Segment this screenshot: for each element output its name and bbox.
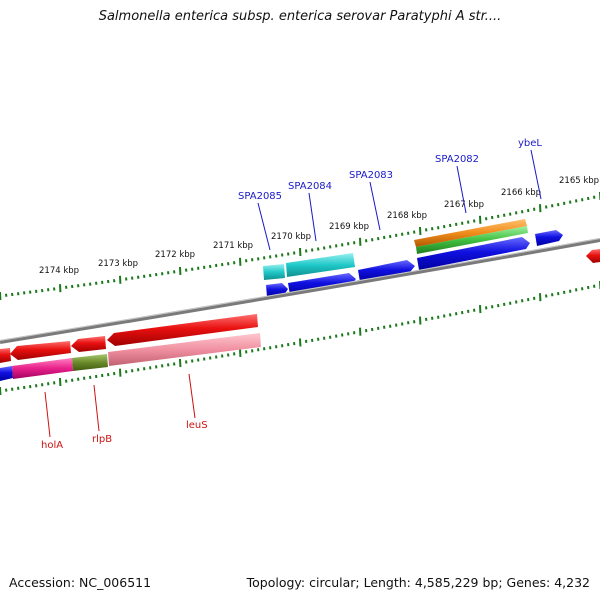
forward-gene-labels: SPA2085 SPA2084 SPA2083 SPA2082 ybeL	[238, 138, 542, 202]
reverse-leader-lines	[44, 373, 196, 438]
reverse-cds-track	[0, 249, 600, 363]
gene-label-hola[interactable]: holA	[41, 440, 63, 451]
feature-orange[interactable]	[414, 219, 527, 247]
cds-reverse-left[interactable]	[0, 348, 11, 363]
ruler-label-2168: 2168 kbp	[387, 211, 427, 221]
gene-label-spa2083[interactable]: SPA2083	[349, 170, 393, 181]
gene-label-ybel[interactable]: ybeL	[518, 138, 542, 149]
feature-track-lower	[12, 333, 261, 379]
ruler-label-2174: 2174 kbp	[39, 266, 79, 276]
feature-cyan-1[interactable]	[263, 264, 285, 280]
map-title: Salmonella enterica subsp. enterica sero…	[98, 9, 502, 24]
cds-forward-4[interactable]	[417, 237, 530, 270]
inner-tick-ring	[0, 281, 600, 396]
cds-forward-left[interactable]	[0, 366, 13, 381]
accession-label: Accession: NC_006511	[9, 575, 152, 590]
feature-magenta[interactable]	[12, 358, 73, 379]
forward-leader-lines	[257, 149, 542, 251]
cds-reverse-rlpb[interactable]	[71, 336, 106, 352]
outer-tick-ring	[0, 192, 600, 301]
ruler-label-2165: 2165 kbp	[559, 176, 599, 186]
genome-summary: Topology: circular; Length: 4,585,229 bp…	[246, 575, 590, 590]
feature-olive[interactable]	[72, 354, 108, 371]
gene-label-rlpb[interactable]: rlpB	[92, 434, 112, 445]
ruler-label-2172: 2172 kbp	[155, 250, 195, 260]
gene-label-spa2085[interactable]: SPA2085	[238, 191, 282, 202]
cds-reverse-leus[interactable]	[107, 314, 258, 346]
gene-label-leus[interactable]: leuS	[186, 420, 208, 431]
ruler-label-2173: 2173 kbp	[98, 259, 138, 269]
reverse-gene-labels: holA rlpB leuS	[41, 420, 208, 451]
gene-label-spa2082[interactable]: SPA2082	[435, 154, 479, 165]
cds-forward-3[interactable]	[358, 260, 415, 282]
forward-cds-track	[0, 230, 563, 381]
ruler-label-2166: 2166 kbp	[501, 188, 541, 198]
feature-track-upper	[263, 219, 528, 280]
ruler-label-2170: 2170 kbp	[271, 232, 311, 242]
feature-cyan-2[interactable]	[286, 253, 355, 277]
feature-green[interactable]	[416, 226, 528, 254]
ruler-label-2171: 2171 kbp	[213, 241, 253, 251]
cds-forward-5[interactable]	[535, 230, 563, 246]
genome-backbone	[0, 238, 600, 344]
cds-reverse-hola[interactable]	[10, 341, 71, 360]
ruler-label-2169: 2169 kbp	[329, 222, 369, 232]
gene-label-spa2084[interactable]: SPA2084	[288, 181, 332, 192]
cds-reverse-right[interactable]	[586, 249, 600, 263]
feature-pink[interactable]	[108, 333, 261, 366]
